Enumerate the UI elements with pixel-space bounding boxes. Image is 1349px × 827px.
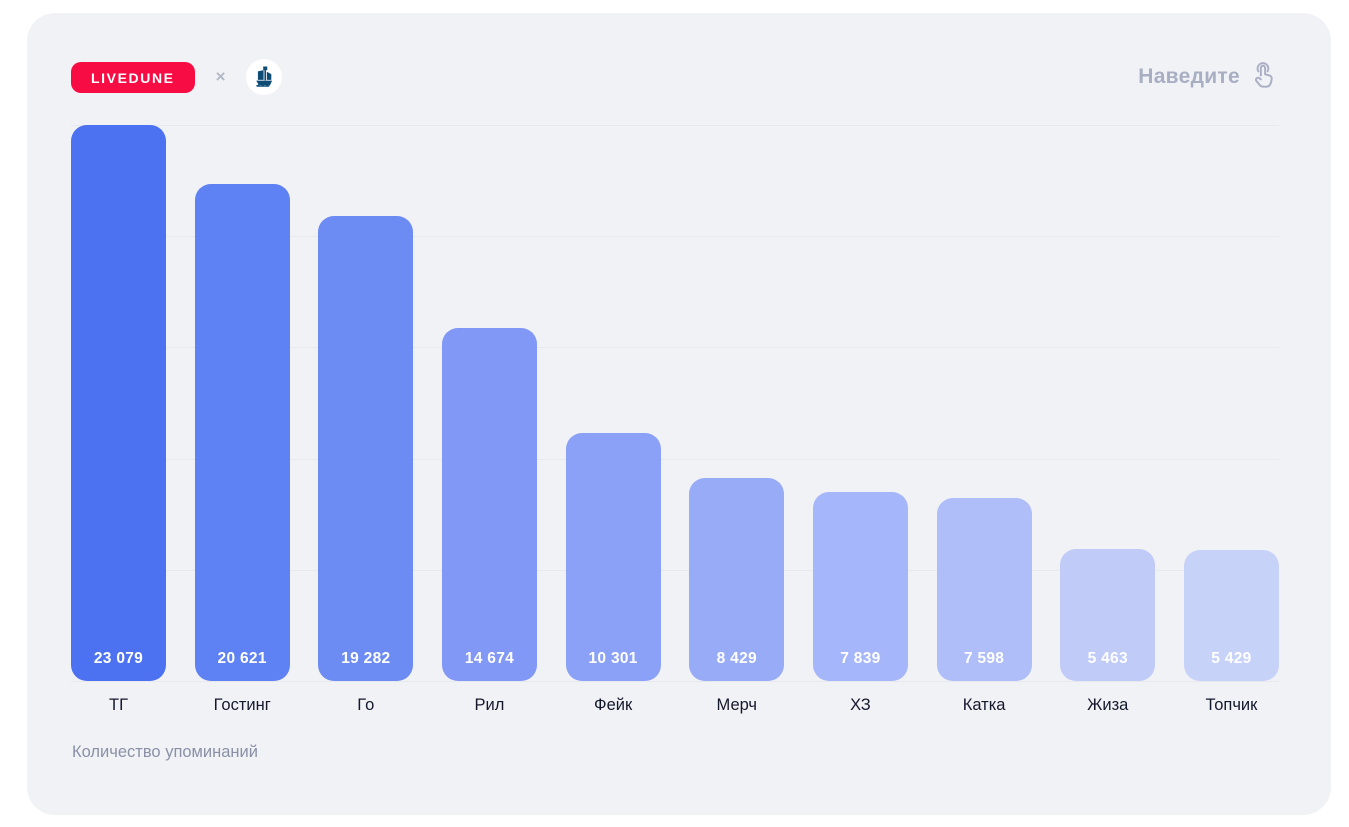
bar[interactable]: 14 674	[441, 327, 537, 681]
x-label: Рил	[474, 696, 505, 714]
bar[interactable]: 19 282	[318, 216, 414, 681]
x-label: Гостинг	[213, 696, 271, 714]
tap-hand-icon	[1255, 62, 1273, 88]
bar[interactable]: 23 079	[71, 125, 166, 681]
ship-icon	[255, 66, 272, 87]
x-label: Фейк	[594, 696, 633, 714]
bar[interactable]: 8 429	[689, 477, 785, 681]
bar-value: 7 598	[963, 650, 1005, 667]
bar[interactable]: 7 598	[936, 497, 1032, 681]
header: LIVEDUNE × Наведите	[71, 59, 1281, 95]
gridline	[71, 458, 1279, 460]
plot-area: 23 079 20 621 19 282 14 674 10 301 8 429 7 839…	[71, 125, 1279, 682]
x-label: ХЗ	[850, 696, 871, 714]
bar-value: 20 621	[217, 650, 267, 667]
x-labels: ТГ Гостинг Го Рил Фейк Мерч ХЗ Катка Жиза Топчик	[71, 697, 1279, 714]
bar[interactable]: 5 429	[1183, 550, 1279, 681]
bar-value: 5 463	[1087, 650, 1128, 667]
gridline	[71, 125, 1279, 126]
bar-value: 23 079	[93, 650, 144, 667]
x-label: Мерч	[716, 696, 758, 714]
hand-icon-wrap	[1250, 60, 1281, 94]
y-axis-caption: Количество упоминаний	[72, 743, 258, 761]
gridline	[71, 569, 1279, 571]
bar-value: 7 839	[840, 650, 881, 667]
gridlines	[71, 125, 1279, 682]
x-label: Катка	[962, 696, 1006, 714]
gridline	[71, 681, 1279, 682]
bar-value: 19 282	[341, 650, 391, 667]
bar-value: 8 429	[716, 650, 757, 667]
x-label: Жиза	[1087, 696, 1129, 714]
gridline	[71, 347, 1279, 349]
bar-value: 14 674	[464, 650, 515, 667]
gridline	[71, 236, 1279, 238]
hover-hint-text: Наведите	[1138, 65, 1240, 88]
bars: 23 079 20 621 19 282 14 674 10 301 8 429 7 839…	[71, 125, 1279, 681]
bar[interactable]: 20 621	[194, 184, 290, 681]
x-label: Го	[357, 696, 375, 714]
partner-logo	[245, 59, 282, 95]
bar-value: 5 429	[1211, 650, 1252, 667]
bar[interactable]: 10 301	[565, 432, 661, 681]
x-label: ТГ	[108, 696, 128, 714]
livedune-logo-badge: LIVEDUNE	[71, 61, 195, 93]
x-label: Топчик	[1205, 696, 1258, 714]
chart-card: LIVEDUNE × Наведите	[27, 13, 1331, 815]
bar[interactable]: 5 463	[1060, 549, 1156, 681]
bar[interactable]: 7 839	[812, 492, 908, 681]
cross-separator: ×	[215, 67, 226, 86]
bar-value: 10 301	[588, 650, 638, 667]
